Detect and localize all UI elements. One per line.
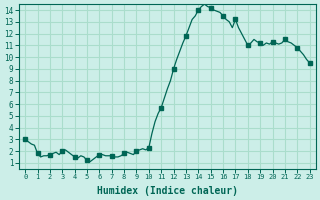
X-axis label: Humidex (Indice chaleur): Humidex (Indice chaleur)	[97, 186, 238, 196]
